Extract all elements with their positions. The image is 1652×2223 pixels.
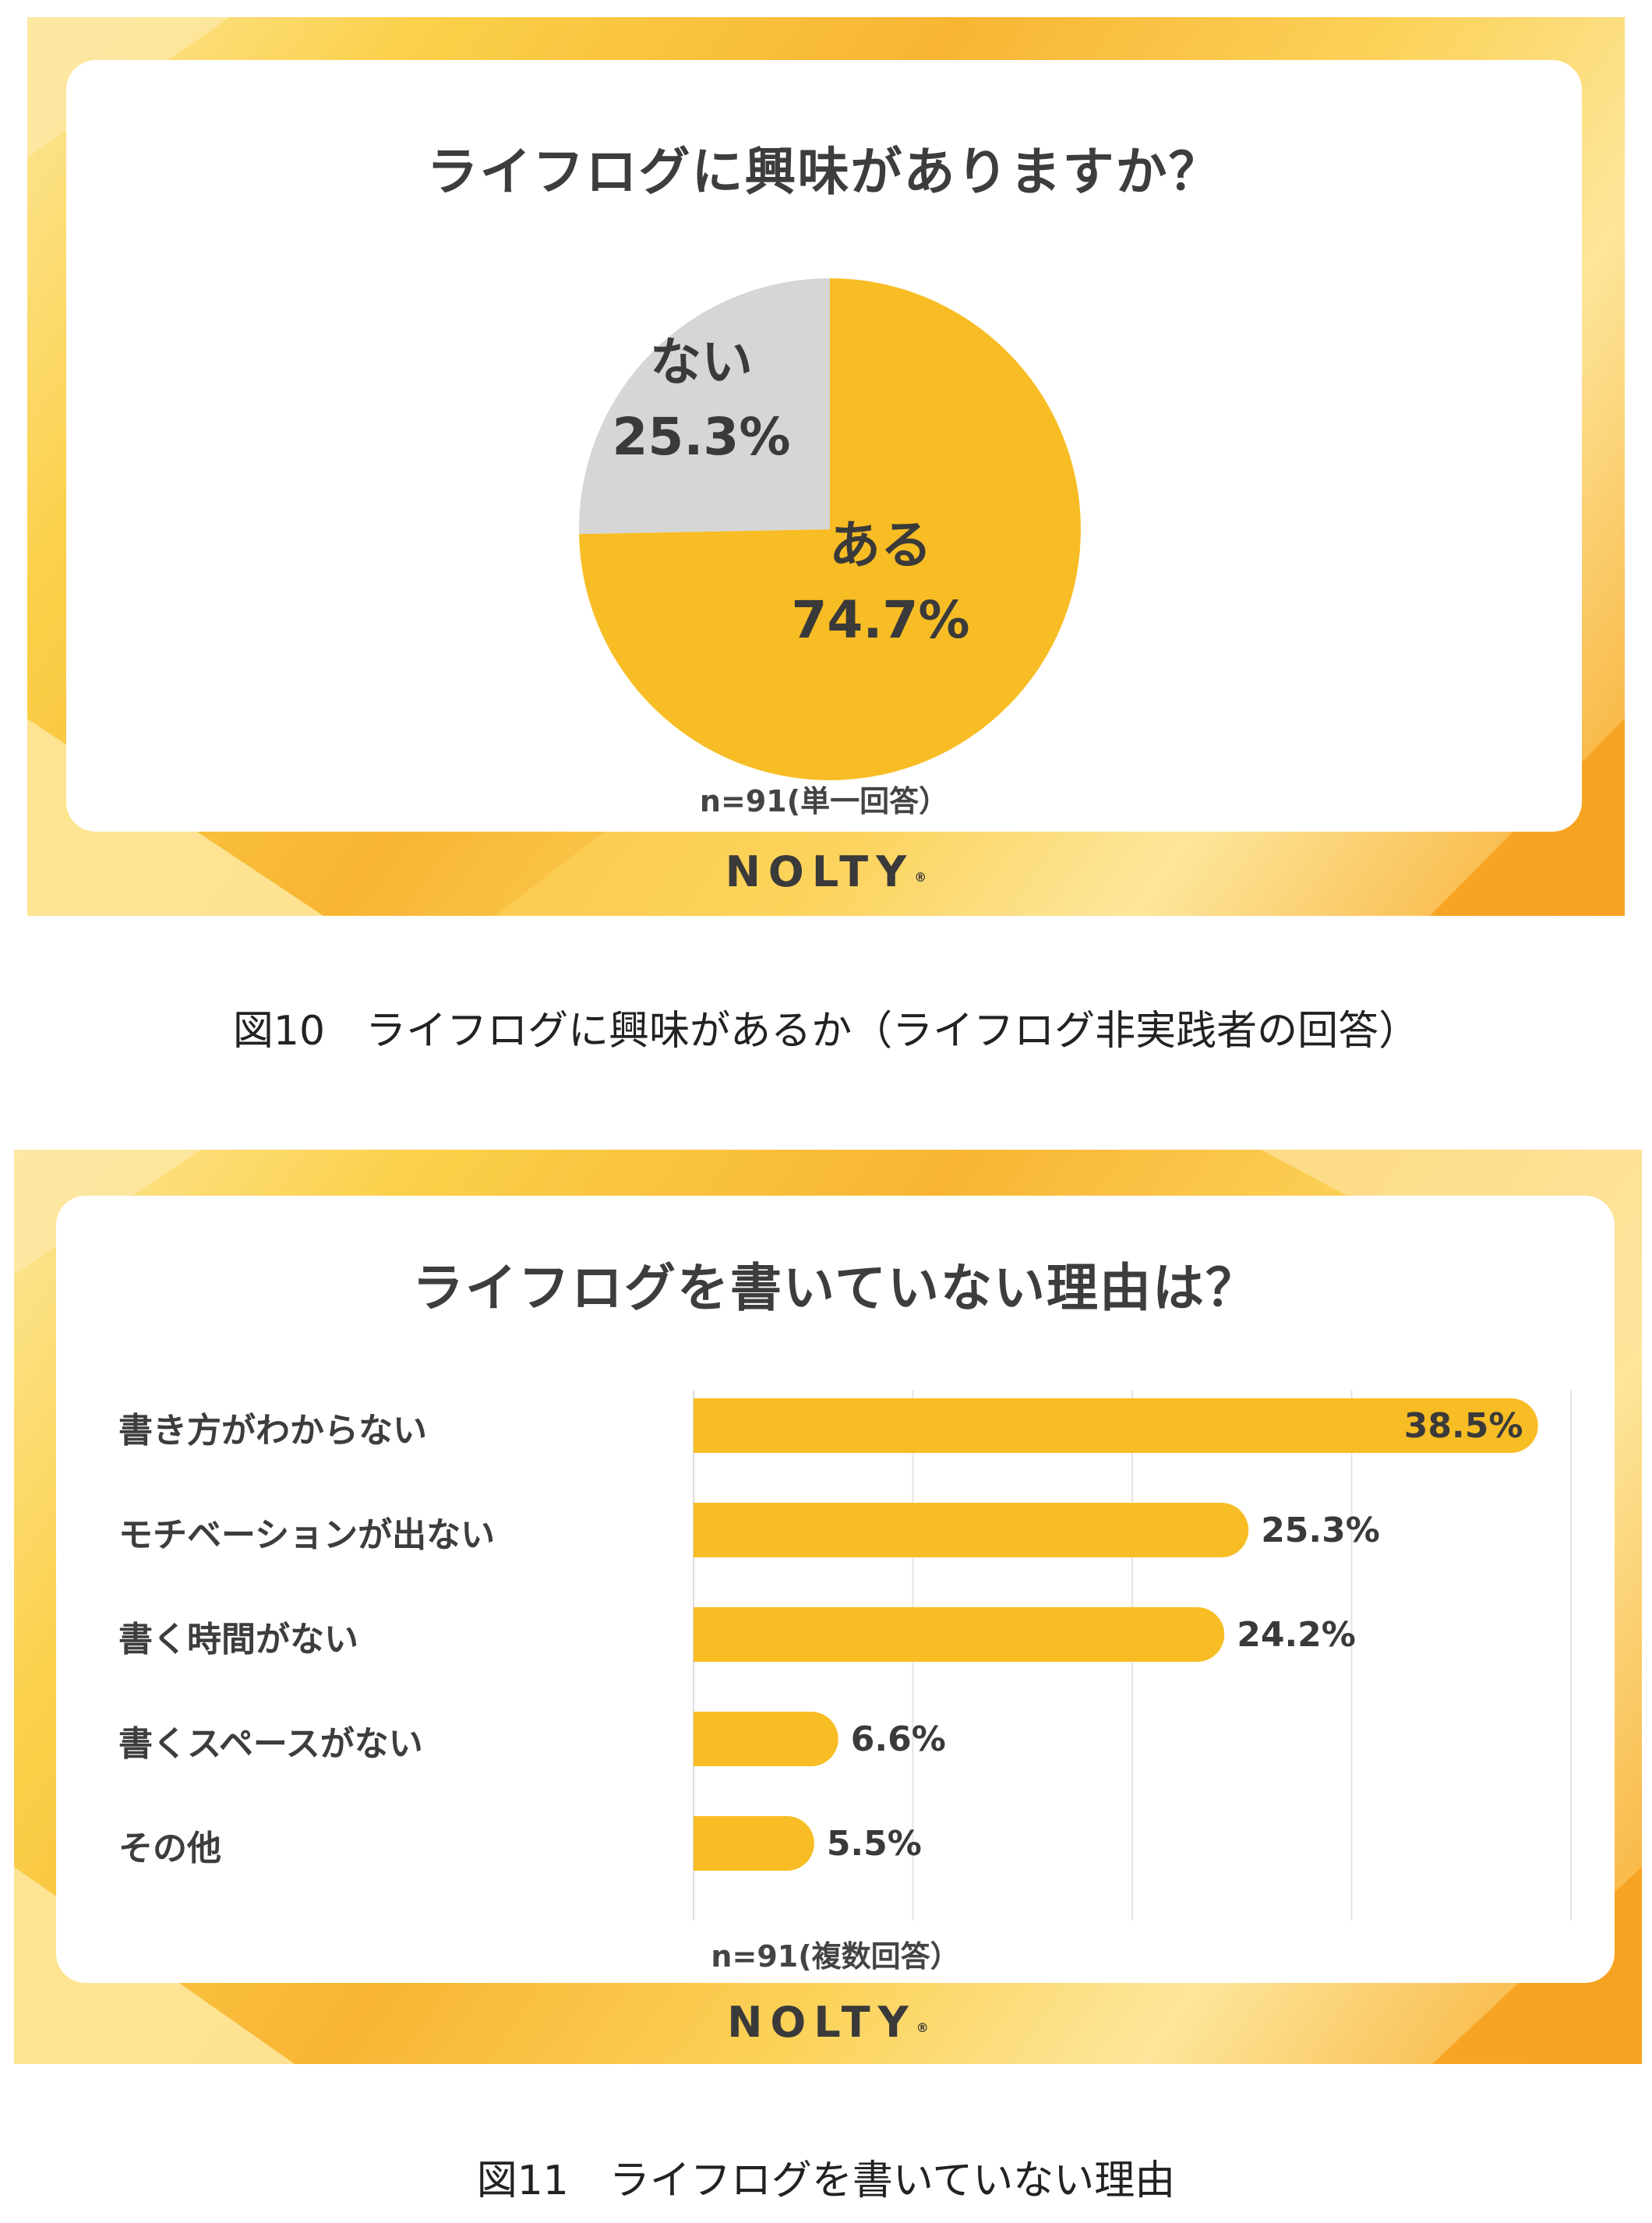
chart-title: ライフログを書いていない理由は？ <box>411 1258 1259 1318</box>
figure-caption: 図11 ライフログを書いていない理由 <box>476 2158 1176 2204</box>
pie-label-aru: ある 74.7% <box>756 508 1005 657</box>
brand-logo-text: NOLTY <box>727 1998 916 2047</box>
pie-slice-nai <box>579 278 830 535</box>
brand-logo-text: NOLTY <box>725 847 915 896</box>
bar-value-label: 38.5% <box>1403 1406 1523 1446</box>
pie-label-value: 25.3% <box>612 406 791 467</box>
pie-label-category: ある <box>829 515 932 575</box>
bar-category-label: 書き方がわからない <box>118 1411 427 1451</box>
bar-chart-panel: ライフログを書いていない理由は？ 書き方がわからない 38.5% モチベーションが出… <box>14 1150 1642 2064</box>
sample-note: n=91(単一回答） <box>699 784 949 818</box>
bar-category-label: その他 <box>118 1829 221 1868</box>
registered-mark: ® <box>914 870 927 885</box>
sample-note: n=91(複数回答） <box>711 1939 960 1974</box>
bar-chart <box>693 1391 1572 1921</box>
bar-value-label: 25.3% <box>1261 1511 1380 1550</box>
chart-title: ライフログに興味がありますか？ <box>426 142 1222 202</box>
chart-card: ライフログに興味がありますか？ ない 25.3% ある 74.7% n=91(単… <box>66 60 1582 832</box>
bar-category-label: 書くスペースがない <box>118 1724 423 1764</box>
bar <box>694 1503 1249 1557</box>
bar <box>694 1607 1225 1662</box>
registered-mark: ® <box>916 2020 929 2035</box>
pie-chart-panel: ライフログに興味がありますか？ ない 25.3% ある 74.7% n=91(単… <box>27 17 1625 916</box>
figure-caption: 図10 ライフログに興味があるか（ライフログ非実践者の回答） <box>232 1008 1420 1055</box>
bar-value-label: 5.5% <box>826 1824 922 1864</box>
bar <box>694 1712 838 1766</box>
pie-slice-aru <box>579 278 1082 781</box>
pie-label-category: ない <box>650 332 753 392</box>
brand-logo: NOLTY® <box>27 847 1625 896</box>
pie-chart <box>579 278 1082 781</box>
bar-value-label: 6.6% <box>850 1719 946 1759</box>
bar-category-label: モチベーションが出ない <box>118 1515 496 1555</box>
pie-label-nai: ない 25.3% <box>577 325 826 474</box>
bar <box>694 1816 814 1871</box>
brand-logo: NOLTY® <box>14 1998 1642 2047</box>
bar <box>694 1398 1538 1453</box>
bar-value-label: 24.2% <box>1237 1615 1356 1655</box>
bar-category-label: 書く時間がない <box>118 1620 358 1659</box>
pie-label-value: 74.7% <box>791 589 970 650</box>
chart-card: ライフログを書いていない理由は？ 書き方がわからない 38.5% モチベーションが出… <box>56 1196 1615 1983</box>
